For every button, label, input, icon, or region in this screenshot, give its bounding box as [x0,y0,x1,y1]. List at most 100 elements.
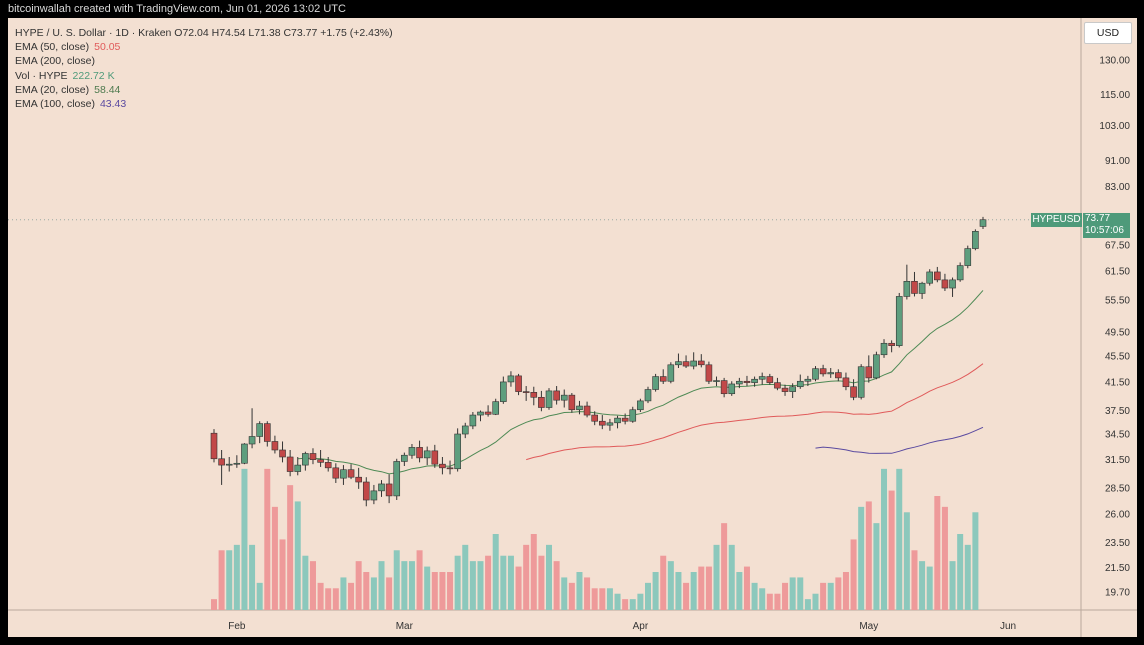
candle-body [599,420,606,426]
candle-body [713,380,720,382]
volume-bar [348,582,355,610]
legend-row: EMA (50, close) 50.05 [15,40,393,54]
candle-body [850,386,857,398]
candle-body [492,401,500,415]
candle-body [621,417,629,422]
volume-bar [249,544,256,610]
legend-label: Vol · HYPE [15,69,68,82]
volume-bar [926,566,933,610]
x-tick-label: Apr [633,621,649,632]
x-tick-label: Mar [396,621,414,632]
candle-body [484,411,492,415]
volume-bar [309,561,316,610]
y-tick-label: 37.50 [1105,406,1130,417]
volume-bar [698,566,705,610]
y-tick-label: 61.50 [1105,267,1130,278]
candle-body [789,386,796,392]
legend-label: EMA (100, close) [15,98,95,111]
candle-body [340,469,347,479]
volume-bar [241,468,248,610]
ema100-line [815,426,984,454]
legend-row: EMA (200, close) [15,54,393,68]
candle-body [865,366,873,379]
y-tick-label: 49.50 [1105,328,1130,339]
volume-bar [842,572,849,610]
volume-bar [820,582,827,610]
volume-bar [355,561,362,610]
volume-bar [804,599,811,610]
candle-body [751,378,758,383]
candle-body [888,342,895,346]
candle-body [416,447,423,459]
candle-body [446,467,454,470]
y-tick-label: 31.50 [1105,455,1130,466]
candle-body [324,462,332,469]
plot-area[interactable]: 130.00 115.00 103.00 91.00 83.00 67.50 61.50 55… [8,18,1137,637]
y-tick-label: 28.50 [1105,483,1130,494]
volume-bar [447,572,454,610]
volume-bar [774,593,781,610]
candle-body [606,422,614,426]
volume-bar [972,512,979,610]
volume-bar [568,582,575,610]
candle-body [637,400,644,411]
candle-body [507,375,515,383]
volume-bar [363,572,370,610]
volume-bar [835,577,842,610]
candle-body [659,376,667,382]
volume-bar [469,561,476,610]
candle-body [461,425,469,435]
candle-body [682,361,690,367]
price-label-box: 73.77 10:57:06 [1083,213,1130,238]
y-tick-label: 103.00 [1099,121,1130,132]
volume-bar [507,555,514,610]
candle-body [804,378,812,382]
chart-svg[interactable]: 130.00 115.00 103.00 91.00 83.00 67.50 61.50 55… [8,18,1137,637]
candle-body [431,450,439,465]
volume-bar [759,588,766,610]
volume-bar [226,550,233,610]
volume-bar [629,599,636,610]
volume-bar [546,544,553,610]
volume-bar [538,555,545,610]
currency-button[interactable]: USD [1084,22,1132,44]
candle-body [210,432,218,460]
volume-bar [523,544,530,610]
volume-bar [553,561,560,610]
volume-bar [743,566,750,610]
candle-body [941,279,949,289]
x-tick-label: Feb [228,621,246,632]
candle-body [393,461,401,497]
header-text: bitcoinwallah created with TradingView.c… [8,3,346,15]
y-tick-label: 83.00 [1105,182,1130,193]
candle-body [614,417,621,424]
volume-bar [370,577,377,610]
volume-bar [332,588,339,610]
volume-bar [439,572,446,610]
header-bar: bitcoinwallah created with TradingView.c… [0,0,1144,18]
volume-bar [576,572,583,610]
volume-bar [964,544,971,610]
volume-bar [454,555,461,610]
candle-body [873,354,880,379]
candle-body [576,405,583,411]
candle-body [332,467,340,479]
volume-bar [919,561,926,610]
candle-body [736,380,743,385]
candle-body [979,219,987,227]
candle-body [218,458,225,466]
candle-body [286,456,294,472]
volume-bar [492,534,499,610]
volume-bar [233,544,240,610]
volume-bar [721,523,728,610]
candle-body [317,459,324,463]
legend-value: 58.44 [94,83,121,96]
candle-body [423,450,431,459]
volume-bar [515,566,522,610]
candle-body [362,481,370,501]
candle-body [911,281,918,294]
volume-bar [736,572,743,610]
volume-bar [606,588,613,610]
volume-bar [561,577,568,610]
volume-bar [279,539,286,610]
